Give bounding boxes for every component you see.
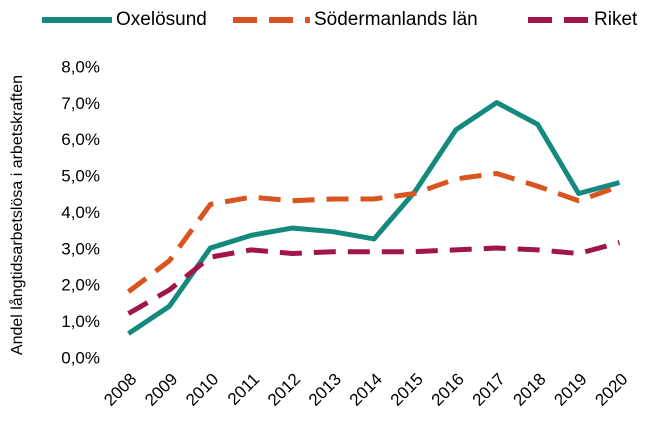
- y-axis-label: Andel långtidsarbetslösa i arbetskraften: [8, 75, 26, 355]
- x-tick-label: 2019: [550, 370, 590, 410]
- series-line: [127, 240, 621, 316]
- x-tick-label: 2014: [346, 370, 386, 410]
- legend-label: Riket: [594, 9, 638, 30]
- legend-label: Oxelösund: [116, 9, 207, 30]
- x-tick-label: 2018: [510, 370, 550, 410]
- series-line: [126, 170, 621, 294]
- x-tick-label: 2008: [100, 370, 140, 410]
- y-tick-label: 6,0%: [61, 130, 100, 149]
- x-tick-label: 2017: [469, 370, 509, 410]
- legend-label: Södermanlands län: [314, 9, 478, 30]
- y-tick-label: 4,0%: [61, 203, 100, 222]
- x-tick-label: 2011: [224, 370, 263, 409]
- x-tick-label: 2020: [591, 370, 631, 410]
- x-tick-label: 2010: [182, 370, 222, 410]
- y-tick-label: 8,0%: [61, 57, 100, 76]
- y-tick-label: 7,0%: [61, 94, 100, 113]
- series-line: [127, 100, 621, 336]
- y-tick-label: 0,0%: [61, 348, 100, 367]
- x-tick-label: 2016: [428, 370, 468, 410]
- y-tick-label: 5,0%: [61, 167, 100, 186]
- x-tick-label: 2013: [305, 370, 345, 410]
- y-tick-label: 2,0%: [61, 276, 100, 295]
- x-tick-label: 2015: [387, 370, 427, 410]
- x-tick-label: 2009: [141, 370, 181, 410]
- x-tick-label: 2012: [264, 370, 304, 410]
- y-tick-label: 3,0%: [61, 239, 100, 258]
- y-tick-label: 1,0%: [61, 312, 100, 331]
